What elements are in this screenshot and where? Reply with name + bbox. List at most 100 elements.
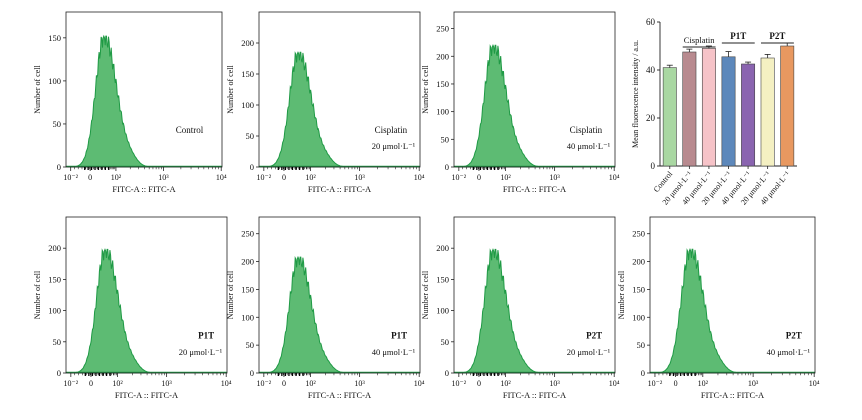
x-tick-label: 10³ xyxy=(161,379,172,388)
y-tick-label: 200 xyxy=(241,38,254,48)
x-tick-label: 0 xyxy=(477,379,481,388)
histogram-area xyxy=(70,34,153,168)
plot-frame xyxy=(649,216,816,374)
histogram-area xyxy=(263,255,349,374)
y-tick-label: 50 xyxy=(441,134,450,144)
panel-annotation-dose: 20 μmol·L⁻¹ xyxy=(372,141,416,151)
y-tick-label: 200 xyxy=(436,51,449,61)
x-axis-label: FITC-A :: FITC-A xyxy=(115,390,179,400)
panel-annotation-dose: 20 μmol·L⁻¹ xyxy=(179,347,223,357)
y-tick-label: 100 xyxy=(48,306,61,316)
panel-annotation-title: P2T xyxy=(586,331,602,341)
y-tick-label: 250 xyxy=(632,229,645,239)
x-tick-label: 10² xyxy=(698,379,709,388)
x-tick-label: 10² xyxy=(305,173,316,182)
y-tick-label: 100 xyxy=(241,100,254,110)
x-axis-label: FITC-A :: FITC-A xyxy=(701,390,765,400)
y-tick-label: 50 xyxy=(53,119,62,129)
x-tick-label: 0 xyxy=(282,379,286,388)
histogram-area xyxy=(263,51,349,168)
plot-frame xyxy=(258,11,421,168)
y-axis-label: Number of cell xyxy=(421,65,430,114)
x-tick-label: 0 xyxy=(88,173,92,182)
y-axis-label: Number of cell xyxy=(617,270,626,319)
y-tick-label: 40 xyxy=(646,65,656,75)
y-axis-label: Mean fluorescence intensity / a.u. xyxy=(631,40,640,148)
x-tick-label: 10² xyxy=(500,379,511,388)
panel-annotation: Control xyxy=(176,125,204,135)
y-tick-label: 50 xyxy=(637,340,646,350)
y-tick-label: 100 xyxy=(436,306,449,316)
histogram-area xyxy=(458,248,544,374)
y-tick-label: 100 xyxy=(241,312,254,322)
bar-mfi: 0 20 40 60 Mean fluorescence intensity / a.u… xyxy=(631,17,797,207)
group-label: P1T xyxy=(730,31,746,41)
y-tick-label: 50 xyxy=(441,337,450,347)
x-tick-label: 10³ xyxy=(158,173,169,182)
x-tick-label: 10⁴ xyxy=(216,173,227,182)
x-tick-label: 10⁻² xyxy=(452,173,467,182)
y-tick-label: 0 xyxy=(57,162,61,172)
x-tick-label: 10⁴ xyxy=(221,379,232,388)
y-axis-label: Number of cell xyxy=(33,270,42,319)
x-tick-label: 10⁴ xyxy=(809,379,820,388)
histogram-area xyxy=(458,43,544,168)
x-tick-label: 10⁻² xyxy=(257,173,272,182)
y-axis-label: Number of cell xyxy=(421,270,430,319)
bar xyxy=(741,63,756,167)
bar xyxy=(780,45,795,167)
x-tick-label: 10⁻² xyxy=(648,379,663,388)
x-tick-label: 0 xyxy=(477,173,481,182)
y-tick-label: 50 xyxy=(246,131,255,141)
x-tick-label: 10³ xyxy=(354,379,365,388)
y-tick-label: 200 xyxy=(241,257,254,267)
x-tick-label: 10⁻² xyxy=(257,379,272,388)
x-tick-label: 10³ xyxy=(549,379,560,388)
x-tick-label: 10² xyxy=(500,173,511,182)
x-tick-label: 10⁻² xyxy=(452,379,467,388)
y-tick-label: 100 xyxy=(48,76,61,86)
y-tick-label: 100 xyxy=(436,107,449,117)
plot-frame xyxy=(258,216,421,374)
y-axis-label: Number of cell xyxy=(33,65,42,114)
y-tick-label: 250 xyxy=(241,229,254,239)
y-tick-label: 0 xyxy=(641,368,645,378)
y-axis-label: Number of cell xyxy=(226,270,235,319)
plot-frame xyxy=(453,11,616,168)
x-axis-label: FITC-A :: FITC-A xyxy=(308,390,372,400)
y-tick-label: 150 xyxy=(48,33,61,43)
y-tick-label: 100 xyxy=(632,312,645,322)
panel-annotation-dose: 40 μmol·L⁻¹ xyxy=(372,347,416,357)
bar xyxy=(662,67,677,167)
x-tick-label: 10⁴ xyxy=(609,173,620,182)
panel-annotation-dose: 20 μmol·L⁻¹ xyxy=(567,347,611,357)
x-tick-label: 10² xyxy=(111,173,122,182)
x-tick-label: 0 xyxy=(282,173,286,182)
x-tick-label: 10⁴ xyxy=(414,173,425,182)
plot-frame xyxy=(65,216,228,374)
panel-annotation-title: P2T xyxy=(786,331,802,341)
panel-annotation-dose: 40 μmol·L⁻¹ xyxy=(767,347,811,357)
bar xyxy=(682,51,697,167)
y-tick-label: 20 xyxy=(646,113,656,123)
y-tick-label: 150 xyxy=(632,284,645,294)
y-tick-label: 50 xyxy=(246,340,255,350)
y-tick-label: 60 xyxy=(646,17,656,27)
panel-annotation-title: P1T xyxy=(391,331,407,341)
y-tick-label: 0 xyxy=(445,162,449,172)
y-tick-label: 200 xyxy=(48,243,61,253)
panel-annotation-title: Cisplatin xyxy=(570,125,603,135)
panel-annotation-dose: 40 μmol·L⁻¹ xyxy=(567,141,611,151)
x-tick-label: 10³ xyxy=(354,173,365,182)
x-tick-label: 10⁻² xyxy=(64,379,79,388)
x-axis-label: FITC-A :: FITC-A xyxy=(503,184,567,194)
y-tick-label: 0 xyxy=(57,368,61,378)
x-axis-label: FITC-A :: FITC-A xyxy=(308,184,372,194)
plot-frame xyxy=(65,11,223,168)
y-tick-label: 150 xyxy=(436,274,449,284)
